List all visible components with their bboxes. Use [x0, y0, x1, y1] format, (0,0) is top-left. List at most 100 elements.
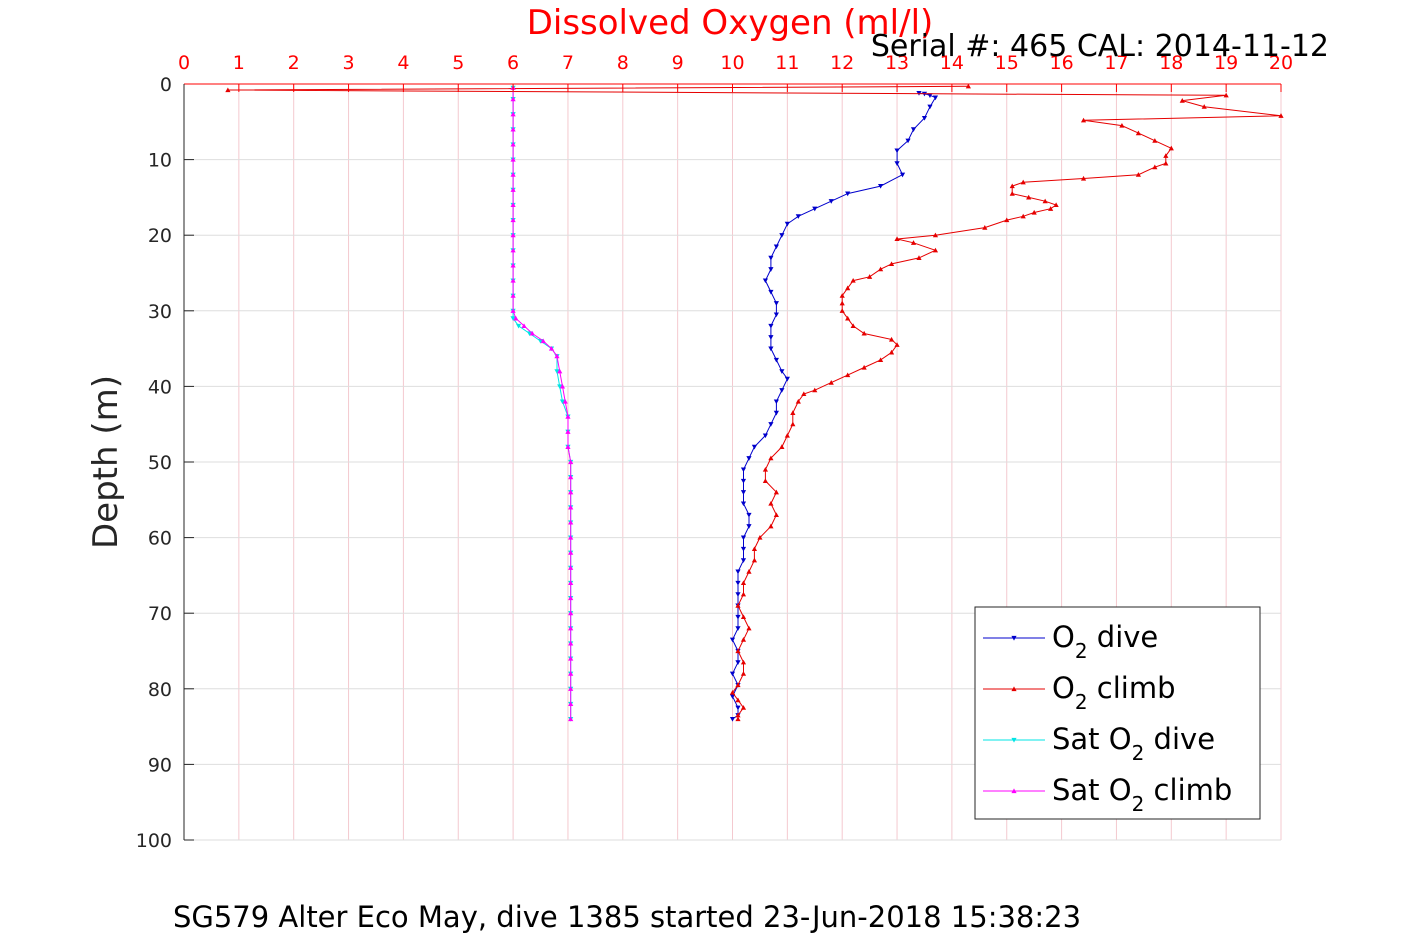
data-point — [729, 694, 736, 699]
data-point — [1020, 213, 1026, 219]
data-point — [751, 557, 758, 563]
data-point — [932, 247, 939, 253]
x-tick-label: 2 — [288, 52, 300, 74]
data-point — [965, 83, 971, 89]
data-point — [768, 422, 774, 427]
data-point — [565, 414, 571, 419]
data-point — [529, 330, 535, 336]
x-tick-label: 6 — [507, 52, 519, 74]
data-point — [894, 236, 900, 242]
data-point — [751, 444, 758, 450]
data-point — [746, 456, 752, 461]
data-point — [1080, 175, 1087, 181]
x-tick-label: 15 — [995, 52, 1019, 74]
legend-label: Sat O2 climb — [1052, 773, 1232, 816]
data-point — [795, 398, 801, 404]
data-point — [735, 580, 741, 586]
data-point — [729, 637, 736, 643]
legend-label-rest: climb — [1144, 773, 1232, 807]
legend-label-main: O — [1052, 620, 1075, 654]
data-point — [784, 376, 790, 382]
data-point — [768, 289, 774, 295]
data-point — [768, 255, 774, 261]
data-point — [877, 183, 884, 189]
data-point — [839, 308, 845, 313]
data-point — [510, 232, 516, 238]
y-tick-label: 0 — [160, 74, 172, 96]
data-point — [1163, 153, 1169, 158]
data-point — [1020, 179, 1026, 185]
x-tick-label: 18 — [1159, 52, 1183, 74]
data-point — [735, 603, 741, 608]
data-point — [1119, 122, 1125, 128]
data-point — [812, 387, 818, 393]
legend-label-subscript: 2 — [1075, 639, 1088, 663]
data-point — [740, 467, 747, 473]
data-point — [515, 323, 522, 329]
data-point — [510, 293, 516, 298]
data-point — [779, 369, 785, 374]
y-tick-label: 70 — [148, 603, 172, 625]
data-point — [740, 580, 747, 586]
dive-caption: SG579 Alter Eco May, dive 1385 started 2… — [173, 900, 1081, 934]
data-point — [773, 489, 779, 495]
y-tick-label: 10 — [148, 150, 172, 172]
data-point — [779, 444, 785, 449]
series-line — [512, 87, 572, 719]
data-point — [510, 217, 516, 223]
data-point — [568, 474, 574, 480]
x-tick-label: 20 — [1269, 52, 1293, 74]
data-point — [510, 277, 516, 283]
x-tick-label: 3 — [343, 52, 355, 74]
data-point — [1223, 92, 1229, 98]
data-point — [877, 357, 884, 363]
data-point — [779, 388, 785, 393]
data-point — [773, 512, 779, 517]
data-point — [1080, 117, 1087, 123]
legend-label: O2 climb — [1052, 671, 1176, 714]
data-point — [510, 172, 516, 177]
y-tick-label: 50 — [148, 452, 172, 474]
data-point — [568, 519, 574, 525]
data-point — [740, 546, 747, 552]
x-tick-label: 17 — [1104, 52, 1128, 74]
legend-label-rest: dive — [1144, 722, 1215, 756]
data-point — [812, 206, 818, 212]
data-point — [1168, 145, 1174, 151]
y-tick-label: 60 — [148, 528, 172, 550]
data-point — [861, 330, 867, 336]
data-point — [1004, 217, 1010, 223]
data-point — [762, 466, 769, 472]
x-tick-label: 11 — [775, 52, 799, 74]
data-point — [568, 489, 574, 495]
data-point — [1009, 183, 1015, 189]
data-point — [729, 689, 736, 695]
data-point — [568, 535, 574, 540]
x-tick-label: 9 — [672, 52, 684, 74]
data-point — [768, 335, 774, 340]
data-point — [735, 712, 741, 718]
data-point — [768, 500, 774, 506]
data-point — [784, 432, 790, 438]
data-point — [790, 421, 796, 427]
data-point — [740, 535, 747, 541]
data-point — [894, 148, 900, 154]
data-point — [828, 380, 834, 385]
y-tick-label: 100 — [136, 830, 172, 852]
data-point — [729, 716, 736, 722]
x-tick-label: 19 — [1214, 52, 1238, 74]
data-point — [568, 459, 574, 465]
legend-label-subscript: 2 — [1132, 792, 1145, 816]
data-point — [839, 293, 845, 298]
data-point — [746, 569, 752, 574]
data-point — [225, 87, 231, 93]
data-point — [1026, 194, 1032, 200]
data-point — [740, 659, 747, 665]
data-point — [768, 455, 774, 461]
data-point — [746, 524, 752, 529]
legend-swatch-marker — [1011, 737, 1017, 743]
data-point — [768, 346, 774, 352]
data-point — [521, 323, 527, 328]
